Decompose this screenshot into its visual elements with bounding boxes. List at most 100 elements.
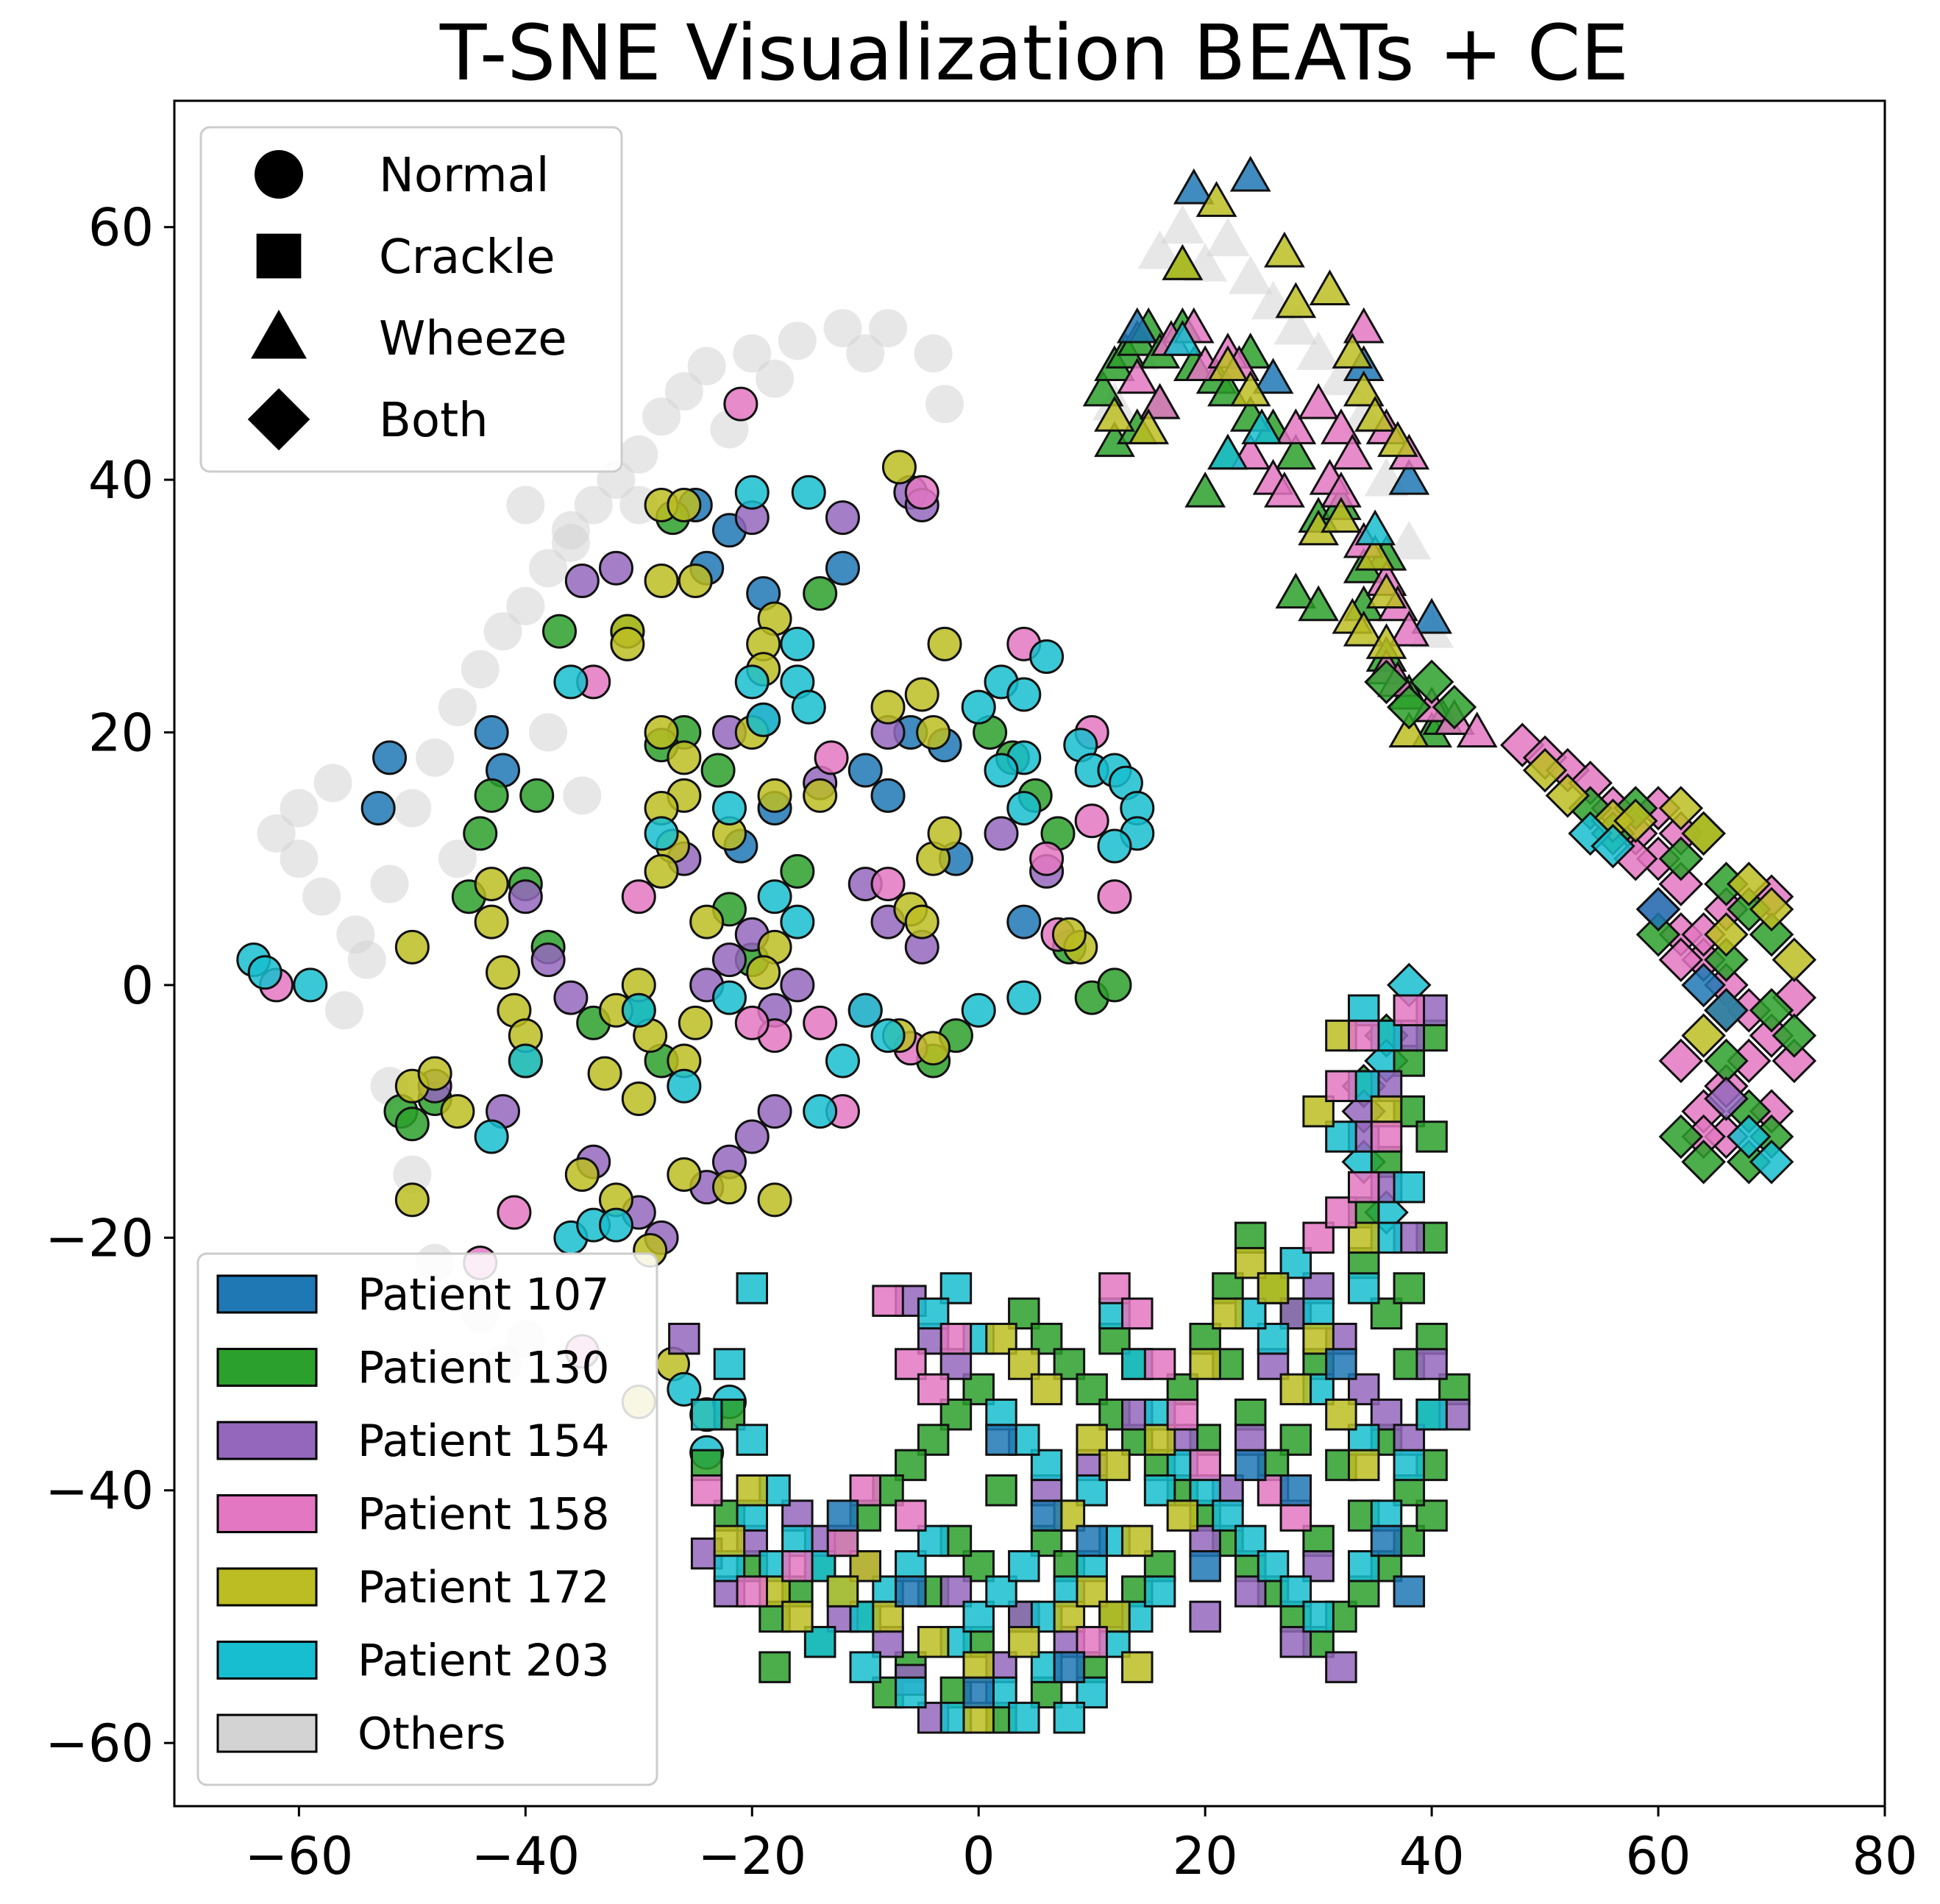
data-point [519,778,555,813]
data-point [1006,791,1042,826]
data-point [1076,1524,1108,1557]
color-legend-label: Patient 158 [358,1489,610,1541]
data-point [280,789,319,828]
data-point [1354,509,1396,546]
data-point [985,1474,1017,1507]
data-point [474,778,509,813]
data-point [736,1424,769,1456]
data-point [1275,282,1317,319]
data-point [1325,1651,1357,1683]
x-tick-label: 60 [1626,1826,1691,1886]
shape-legend-label: Normal [379,149,550,203]
data-point [961,689,996,725]
data-point [1229,370,1271,407]
data-point [461,650,500,689]
data-point [247,955,283,990]
data-point [1229,155,1271,192]
data-point [486,955,521,990]
data-point [1029,639,1065,674]
data-point [757,1094,792,1129]
data-point [1189,1600,1221,1633]
x-axis: −60 −40 −20 0 20 40 60 80 [245,1806,1918,1886]
data-point [814,740,849,775]
data-point [1347,1171,1380,1204]
data-point [1296,331,1341,370]
data-point [1365,572,1407,609]
data-point [644,816,679,851]
data-point [1325,1196,1357,1229]
x-tick-label: 20 [1173,1826,1238,1886]
data-point [1189,1348,1221,1380]
data-point [1228,255,1273,294]
data-point [848,992,883,1028]
data-point [644,563,679,598]
data-point [1393,1272,1426,1304]
data-point [746,702,781,737]
data-point [895,1575,927,1608]
data-point [506,586,545,625]
data-point [551,511,590,550]
data-point [1051,917,1087,952]
data-point [667,1157,702,1192]
data-point [416,738,455,777]
data-point [372,740,408,775]
data-point [1364,659,1409,705]
data-point [881,450,917,485]
data-point [644,715,679,750]
data-point [1094,395,1135,432]
data-point [1545,773,1591,818]
data-point [1212,1297,1244,1330]
data-point [1173,168,1215,205]
data-point [1388,458,1430,495]
data-point [778,322,817,360]
data-point [1522,747,1568,793]
data-point [1076,1373,1108,1406]
data-point [1658,1114,1704,1159]
data-point [1008,1702,1040,1734]
data-point [734,1119,770,1154]
data-point [803,1005,838,1040]
data-point [1166,1398,1199,1431]
data-point [848,753,883,788]
data-point [803,1094,838,1129]
data-point [1030,1373,1063,1406]
data-point [1658,786,1704,831]
legend-swatch [216,1421,318,1460]
data-point [689,904,725,939]
data-point [927,816,962,851]
data-point [1347,1019,1380,1052]
data-point [723,386,758,422]
data-point [1206,217,1250,257]
data-point [917,1373,950,1406]
data-point [1635,912,1681,957]
data-point [823,309,862,348]
data-point [1749,912,1794,957]
chart-title: T-SNE Visualization BEATs + CE [439,8,1629,98]
data-point [508,1043,543,1079]
shape-legend-label: Wheeze [379,312,567,366]
data-point [985,1575,1017,1608]
data-point [394,1182,430,1218]
data-point [574,486,613,525]
data-point [1053,1702,1086,1734]
data-point [803,778,838,813]
data-point [313,764,352,803]
data-point [1006,980,1042,1015]
x-tick-label: 40 [1399,1826,1465,1886]
data-point [1029,841,1065,876]
data-point [1387,684,1432,730]
data-point [1098,1449,1131,1482]
data-point [916,715,951,750]
data-point [1121,1651,1154,1683]
y-tick-label: 60 [88,198,154,258]
data-point [280,839,319,878]
data-point [621,879,656,914]
data-point [985,1424,1017,1456]
data-point [1387,521,1432,560]
data-point [1681,962,1726,1008]
data-point [1409,659,1454,705]
data-point [1319,356,1363,396]
data-point [360,791,396,826]
data-point [1415,1120,1448,1153]
data-point [803,576,838,611]
